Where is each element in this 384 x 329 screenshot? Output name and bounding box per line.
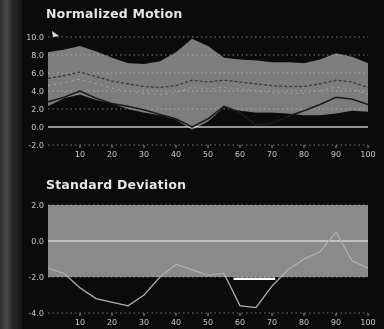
x-tick-label: 20 bbox=[107, 150, 117, 159]
mean-motion-line bbox=[47, 71, 369, 89]
sd-x-tick-label: 30 bbox=[139, 318, 149, 327]
x-tick-label: 10 bbox=[75, 150, 85, 159]
x-tick-label: 70 bbox=[267, 150, 277, 159]
chart-title-standard-deviation: Standard Deviation bbox=[46, 177, 187, 192]
sd-y-tick-label: 0.0 bbox=[31, 237, 44, 246]
sd-x-tick-label: 40 bbox=[171, 318, 181, 327]
sd-x-tick-label: 50 bbox=[203, 318, 213, 327]
chart-title-normalized-motion: Normalized Motion bbox=[46, 6, 183, 21]
x-tick-label: 40 bbox=[171, 150, 181, 159]
y-tick-label: 10.0 bbox=[26, 33, 44, 42]
x-tick-label: 100 bbox=[360, 150, 375, 159]
cursor-icon bbox=[52, 31, 59, 37]
y-tick-label: 4.0 bbox=[31, 87, 44, 96]
sd-x-tick-label: 70 bbox=[267, 318, 277, 327]
sd-x-tick-label: 10 bbox=[75, 318, 85, 327]
y-tick-label: 0.0 bbox=[31, 123, 44, 132]
patient-motion-line bbox=[47, 90, 369, 128]
lower-reference-line bbox=[47, 78, 369, 95]
sd-y-tick-label: -4.0 bbox=[28, 309, 44, 318]
x-tick-label: 50 bbox=[203, 150, 213, 159]
left-edge-strip bbox=[0, 0, 22, 329]
sd-y-tick-label: -2.0 bbox=[28, 273, 44, 282]
y-tick-label: -2.0 bbox=[28, 141, 44, 150]
sd-x-tick-label: 20 bbox=[107, 318, 117, 327]
x-tick-label: 30 bbox=[139, 150, 149, 159]
x-tick-label: 60 bbox=[235, 150, 245, 159]
y-tick-label: 2.0 bbox=[31, 105, 44, 114]
sd-x-tick-label: 100 bbox=[360, 318, 375, 327]
x-tick-label: 90 bbox=[331, 150, 341, 159]
y-tick-label: 6.0 bbox=[31, 69, 44, 78]
sd-x-tick-label: 90 bbox=[331, 318, 341, 327]
sd-x-tick-label: 80 bbox=[299, 318, 309, 327]
sd-line bbox=[47, 230, 369, 309]
x-tick-label: 80 bbox=[299, 150, 309, 159]
sd-x-tick-label: 60 bbox=[235, 318, 245, 327]
y-tick-label: 8.0 bbox=[31, 51, 44, 60]
sd-y-tick-label: 2.0 bbox=[31, 201, 44, 210]
